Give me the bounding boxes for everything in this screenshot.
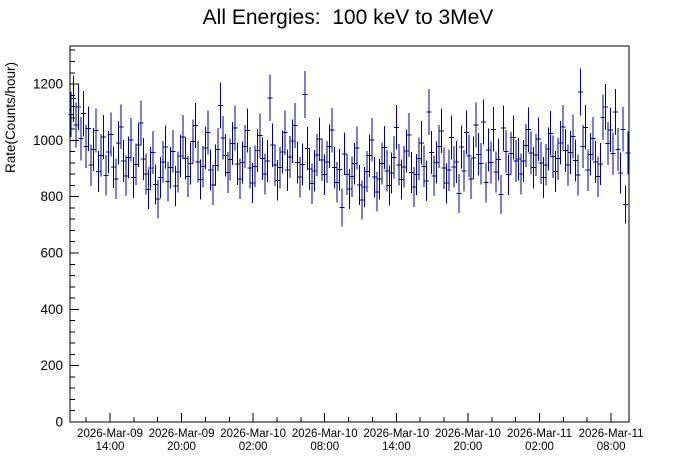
x-axis-date-label: 2026-Mar-11 xyxy=(579,428,644,440)
x-axis-time-label: 08:00 xyxy=(597,441,626,453)
y-axis-tick-label: 1200 xyxy=(33,77,63,92)
x-axis-time-label: 02:00 xyxy=(525,441,554,453)
x-axis-date-label: 2026-Mar-09 xyxy=(77,428,143,440)
x-axis-date-label: 2026-Mar-10 xyxy=(220,428,286,440)
plot-frame xyxy=(69,45,630,423)
y-axis-tick-label: 800 xyxy=(40,189,63,204)
x-axis-time-label: 02:00 xyxy=(239,441,268,453)
x-axis-date-label: 2026-Mar-10 xyxy=(363,428,429,440)
y-axis-tick-label: 600 xyxy=(40,246,63,261)
x-axis-time-label: 14:00 xyxy=(96,441,125,453)
x-axis-date-label: 2026-Mar-10 xyxy=(435,428,501,440)
x-axis-time-label: 20:00 xyxy=(454,441,483,453)
chart-title: All Energies: 100 keV to 3MeV xyxy=(202,6,494,29)
y-axis-tick-label: 0 xyxy=(55,415,63,430)
x-axis-date-label: 2026-Mar-10 xyxy=(292,428,358,440)
x-axis-time-label: 08:00 xyxy=(310,441,339,453)
y-axis-tick-label: 200 xyxy=(40,358,63,373)
x-axis-time-label: 14:00 xyxy=(382,441,411,453)
y-axis-tick-label: 400 xyxy=(40,302,63,317)
x-axis-time-label: 20:00 xyxy=(167,441,196,453)
y-axis-tick-label: 1000 xyxy=(33,133,63,148)
x-axis-date-label: 2026-Mar-09 xyxy=(149,428,215,440)
x-axis-date-label: 2026-Mar-11 xyxy=(507,428,572,440)
